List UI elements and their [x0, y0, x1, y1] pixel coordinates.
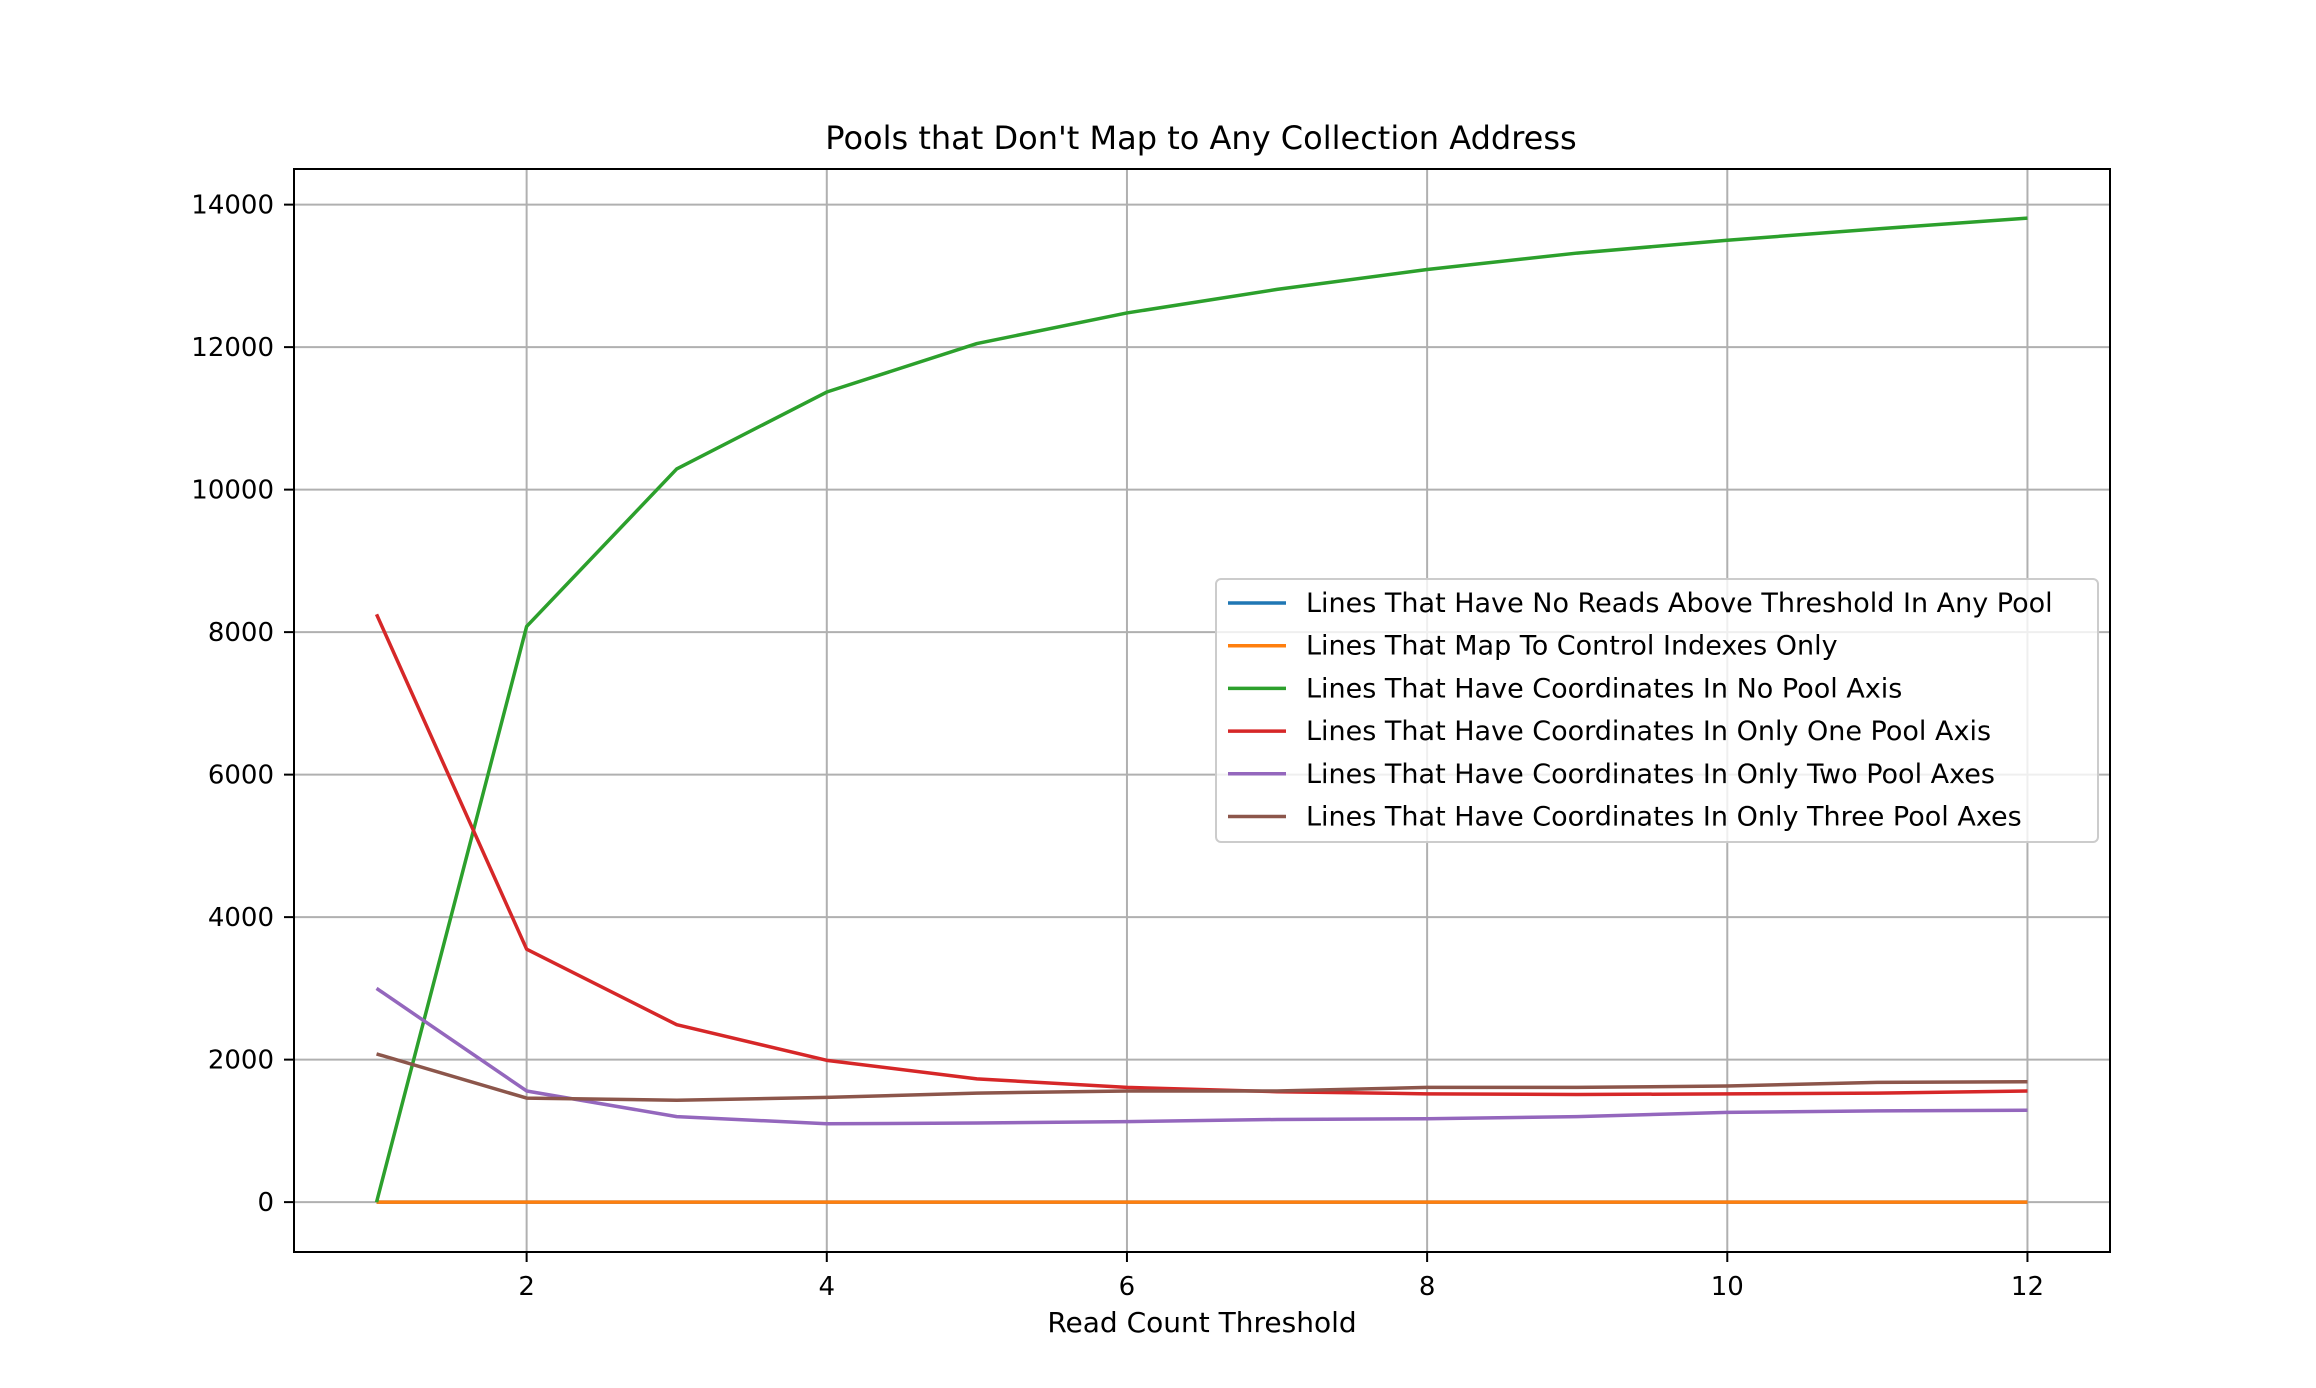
y-tick-label: 4000 — [208, 903, 274, 933]
y-tick-label: 2000 — [208, 1046, 274, 1076]
x-tick-label: 10 — [1711, 1272, 1744, 1302]
chart-title: Pools that Don't Map to Any Collection A… — [825, 119, 1576, 157]
legend-entry: Lines That Have No Reads Above Threshold… — [1306, 588, 2053, 619]
legend: Lines That Have No Reads Above Threshold… — [1215, 578, 2099, 843]
x-tick-label: 6 — [1119, 1272, 1136, 1302]
y-tick-label: 0 — [257, 1188, 274, 1218]
x-tick-label: 8 — [1419, 1272, 1436, 1302]
x-axis-label: Read Count Threshold — [1047, 1306, 1356, 1339]
y-tick-label: 12000 — [191, 333, 274, 363]
legend-entry: Lines That Have Coordinates In Only Thre… — [1306, 802, 2022, 833]
legend-box — [1215, 578, 2099, 843]
y-tick-label: 14000 — [191, 191, 274, 221]
series-line-5 — [375, 986, 2028, 1126]
y-tick-label: 6000 — [208, 761, 274, 791]
series-line-6 — [376, 1052, 2028, 1102]
x-tick-label: 2 — [518, 1272, 535, 1302]
legend-entry: Lines That Map To Control Indexes Only — [1306, 631, 1838, 662]
x-tick-label: 12 — [2011, 1272, 2044, 1302]
legend-entry: Lines That Have Coordinates In Only Two … — [1306, 759, 1995, 790]
series-layer — [374, 216, 2028, 1204]
x-tick-label: 4 — [819, 1272, 836, 1302]
y-tick-label: 10000 — [191, 476, 274, 506]
y-axis: 0 2000 4000 6000 8000 10000 12000 14000 — [191, 191, 294, 1218]
legend-entry: Lines That Have Coordinates In Only One … — [1306, 716, 1991, 747]
plot-frame — [293, 168, 2111, 1253]
x-axis: 2 4 6 8 10 12 — [518, 1252, 2044, 1302]
legend-entry: Lines That Have Coordinates In No Pool A… — [1306, 673, 1902, 704]
y-tick-label: 8000 — [208, 618, 274, 648]
series-line-3 — [374, 216, 2028, 1203]
